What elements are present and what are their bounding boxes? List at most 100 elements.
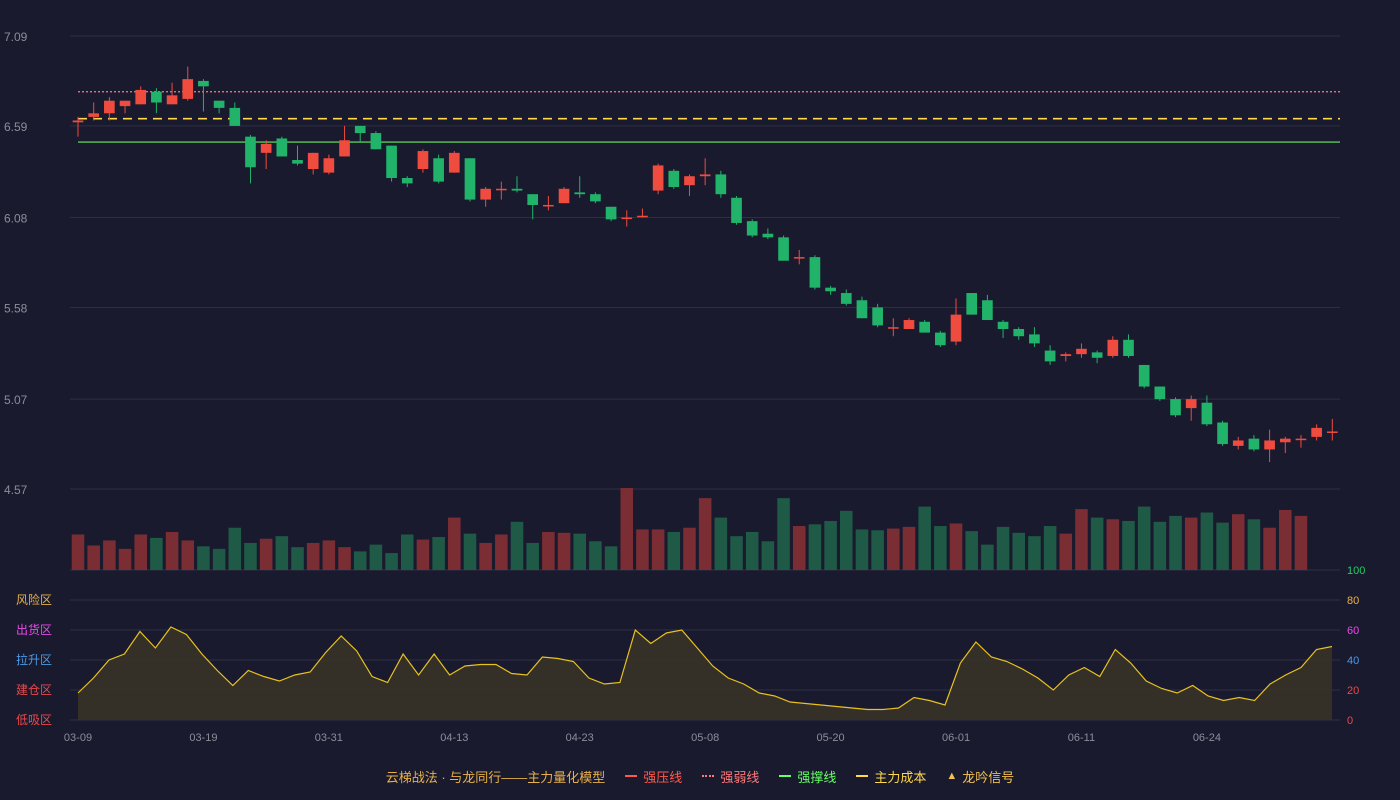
candle-body — [433, 158, 444, 182]
candlestick-series — [72, 66, 1338, 463]
volume-bar — [432, 537, 445, 570]
candle-body — [151, 91, 162, 103]
volume-bar — [275, 536, 289, 570]
candle-body — [72, 120, 84, 123]
volume-bar — [840, 510, 853, 570]
candle-body — [966, 293, 978, 315]
volume-bar — [400, 534, 414, 570]
indicator-zone-label: 风险区 — [16, 592, 52, 607]
volume-bar — [244, 542, 257, 570]
candle-body — [1013, 329, 1025, 337]
candle-body — [543, 204, 554, 207]
legend-label: 强弱线 — [720, 769, 760, 785]
legend-item-support-line[interactable]: 强撑线 — [779, 767, 836, 786]
date-axis-labels: 03-09 03-19 03-31 04-13 04-23 05-08 05-20 06-01… — [64, 732, 1221, 744]
volume-bar — [651, 529, 665, 570]
candle-body — [621, 217, 633, 220]
candle-body — [778, 237, 789, 261]
volume-bar — [385, 553, 398, 570]
candle-body — [699, 174, 711, 177]
volume-bar — [824, 520, 837, 570]
candle-body — [448, 152, 460, 173]
volume-bar — [338, 547, 351, 570]
volume-bar — [557, 532, 571, 570]
price-tick-label: 6.59 — [4, 120, 28, 134]
candle-body — [1185, 399, 1197, 409]
volume-bar — [1263, 527, 1276, 570]
indicator-zone-label: 低吸区 — [16, 713, 52, 727]
candle-body — [323, 158, 335, 173]
volume-bar — [103, 540, 116, 570]
candle-body — [919, 321, 930, 333]
date-tick-label: 04-23 — [566, 732, 594, 744]
indicator-tick-label: 0 — [1347, 715, 1353, 727]
candle-body — [1326, 431, 1338, 433]
candle-body — [276, 138, 288, 157]
candle-body — [762, 233, 774, 238]
volume-bar — [902, 526, 916, 570]
legend-label: 强撑线 — [797, 769, 837, 785]
candle-body — [104, 100, 115, 114]
volume-bar — [510, 521, 524, 570]
price-tick-label: 4.57 — [4, 483, 28, 497]
volume-bar — [448, 517, 461, 570]
candle-body — [213, 100, 225, 108]
volume-bar — [1137, 506, 1151, 570]
volume-bar — [150, 537, 163, 570]
legend-label: 强压线 — [643, 769, 683, 785]
date-tick-label: 06-24 — [1193, 732, 1221, 744]
legend-item-dragon-signal[interactable]: ▲ 龙吟信号 — [946, 767, 1014, 786]
volume-bar — [777, 498, 790, 570]
volume-bar — [1231, 514, 1245, 570]
volume-bar — [1028, 536, 1041, 570]
candle-body — [339, 140, 350, 157]
indicator-zone-label: 出货区 — [16, 622, 52, 637]
volume-bar — [1075, 509, 1088, 570]
indicator-area — [78, 627, 1332, 720]
candle-body — [997, 321, 1009, 330]
price-tick-label: 5.07 — [4, 393, 28, 407]
volume-bar — [495, 534, 508, 570]
candle-body — [480, 188, 491, 200]
date-tick-label: 05-08 — [691, 732, 719, 744]
volume-bar — [1012, 532, 1026, 570]
candle-body — [401, 178, 413, 184]
candle-body — [119, 100, 131, 107]
support-line-swatch — [779, 775, 792, 777]
candle-body — [527, 194, 539, 205]
volume-bar — [181, 540, 195, 570]
candle-body — [1279, 438, 1291, 443]
candle-body — [1154, 386, 1166, 400]
legend-item-main-cost[interactable]: 主力成本 — [856, 767, 926, 786]
candle-body — [935, 332, 946, 346]
volume-bar — [949, 523, 963, 570]
candle-body — [386, 145, 397, 179]
candle-body — [1123, 339, 1134, 356]
candle-body — [307, 152, 319, 170]
legend-item-strength-line[interactable]: 强弱线 — [702, 767, 759, 786]
legend: 云梯战法 · 与龙同行——主力量化模型 强压线 强弱线 强撑线 主力成本 ▲ 龙… — [0, 765, 1400, 787]
indicator-panel: 0 20 40 60 80 100 低吸区 建仓区 拉升区 出货区 风险区 — [16, 565, 1365, 727]
reference-lines — [78, 91, 1340, 143]
candle-body — [464, 158, 476, 200]
volume-bar — [1184, 517, 1198, 570]
candle-body — [1138, 364, 1150, 387]
volume-bar — [322, 540, 336, 570]
candle-body — [417, 151, 429, 170]
legend-title-text: 云梯战法 · 与龙同行——主力量化模型 — [385, 769, 606, 785]
volume-bar — [1200, 512, 1214, 570]
volume-bar — [1169, 515, 1182, 570]
legend-item-pressure-line[interactable]: 强压线 — [625, 767, 682, 786]
candle-body — [856, 300, 868, 319]
candle-body — [558, 188, 570, 204]
candle-body — [731, 197, 742, 223]
date-tick-label: 06-01 — [942, 732, 970, 744]
volume-bar — [71, 534, 85, 570]
volume-bar — [745, 531, 759, 570]
volume-bar — [526, 542, 539, 570]
volume-bar — [479, 542, 492, 570]
candle-body — [652, 165, 664, 191]
candle-body — [245, 136, 256, 168]
indicator-line — [77, 626, 1333, 711]
volume-bar — [1090, 517, 1104, 570]
